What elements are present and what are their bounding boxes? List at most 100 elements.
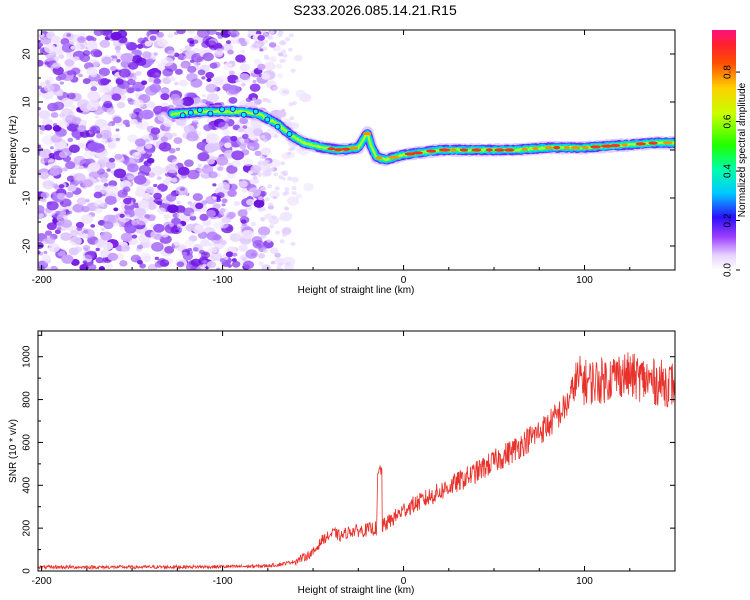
noise-blob: [243, 158, 254, 167]
noise-blob: [88, 162, 101, 172]
snr-xlabel: Height of straight line (km): [298, 585, 415, 596]
noise-blob: [257, 35, 265, 41]
noise-blob: [127, 78, 136, 86]
noise-blob: [231, 160, 241, 168]
noise-blob: [102, 241, 114, 251]
noise-blob: [200, 239, 210, 247]
noise-blob: [103, 221, 114, 230]
noise-blob: [127, 134, 138, 143]
noise-blob: [70, 45, 76, 50]
ridge-node: [229, 105, 236, 112]
noise-blob: [161, 56, 174, 67]
noise-blob: [281, 152, 291, 160]
noise-blob: [280, 161, 286, 166]
colorbar-tick-label: 0.2: [723, 213, 734, 227]
noise-blob: [121, 244, 130, 252]
noise-blob: [157, 38, 168, 48]
noise-blob: [120, 232, 133, 242]
noise-blob: [254, 150, 262, 157]
noise-blob: [303, 183, 314, 192]
noise-blob: [40, 36, 52, 45]
noise-blob: [282, 256, 296, 267]
noise-blob: [276, 73, 283, 79]
noise-blob: [156, 183, 168, 192]
noise-blob: [46, 31, 56, 39]
noise-blob: [93, 199, 105, 208]
noise-blob: [101, 56, 112, 65]
ridge-node: [219, 106, 226, 113]
noise-blob: [60, 232, 72, 241]
noise-blob: [62, 167, 69, 172]
noise-blob: [274, 252, 281, 258]
noise-blob: [49, 165, 63, 176]
noise-blob: [99, 39, 110, 48]
noise-blob: [208, 171, 218, 179]
noise-blob: [206, 93, 220, 103]
noise-blob: [187, 201, 193, 205]
x-tick-label: -200: [32, 275, 52, 286]
noise-blob: [99, 74, 105, 79]
noise-blob: [252, 178, 260, 184]
ridge-hotspot: [362, 132, 372, 136]
noise-blob: [239, 138, 245, 143]
noise-blob: [259, 155, 265, 160]
noise-blob: [273, 134, 279, 139]
noise-blob: [202, 220, 211, 227]
noise-blob: [66, 33, 72, 37]
noise-blob: [148, 172, 155, 178]
noise-blob: [127, 97, 133, 102]
noise-blob: [110, 134, 122, 143]
noise-blob: [41, 254, 51, 262]
noise-blob: [99, 129, 112, 140]
noise-blob: [67, 184, 77, 192]
noise-blob: [124, 224, 137, 234]
noise-blob: [151, 241, 164, 252]
noise-blob: [257, 43, 263, 48]
noise-blob: [66, 70, 74, 76]
y-tick-label: 1000: [22, 345, 33, 368]
noise-blob: [249, 145, 255, 150]
noise-blob: [277, 33, 283, 38]
noise-blob: [248, 187, 262, 198]
ridge-hotspot: [544, 146, 554, 150]
noise-blob: [187, 65, 197, 74]
noise-blob: [113, 168, 127, 179]
noise-blob: [290, 241, 296, 246]
noise-blob: [237, 127, 245, 133]
noise-blob: [196, 62, 201, 66]
noise-blob: [242, 260, 255, 269]
noise-blob: [280, 211, 293, 222]
noise-blob: [106, 168, 111, 172]
noise-blob: [76, 36, 87, 44]
ridge-hotspot: [610, 143, 621, 148]
noise-blob: [268, 216, 280, 225]
noise-blob: [205, 83, 218, 93]
noise-blob: [170, 177, 178, 183]
noise-blob: [156, 200, 163, 206]
noise-blob: [250, 164, 261, 174]
noise-blob: [257, 253, 266, 259]
noise-blob: [207, 246, 218, 255]
noise-blob: [291, 101, 297, 106]
noise-blob: [154, 256, 159, 260]
noise-blob: [247, 141, 260, 151]
noise-blob: [173, 137, 183, 145]
noise-blob: [49, 146, 54, 150]
noise-blob: [82, 244, 91, 251]
noise-blob: [261, 30, 267, 34]
noise-blob: [209, 45, 214, 49]
noise-blob: [232, 252, 238, 257]
noise-blob: [49, 265, 59, 270]
noise-blob: [77, 142, 86, 149]
noise-blob: [245, 249, 258, 259]
noise-blob: [164, 259, 169, 264]
noise-blob: [124, 41, 131, 47]
noise-blob: [187, 30, 195, 34]
noise-blob: [82, 49, 91, 56]
noise-blob: [245, 97, 252, 103]
noise-blob: [113, 207, 119, 212]
noise-blob: [72, 259, 79, 265]
noise-blob: [61, 219, 73, 228]
noise-blob: [136, 216, 148, 226]
